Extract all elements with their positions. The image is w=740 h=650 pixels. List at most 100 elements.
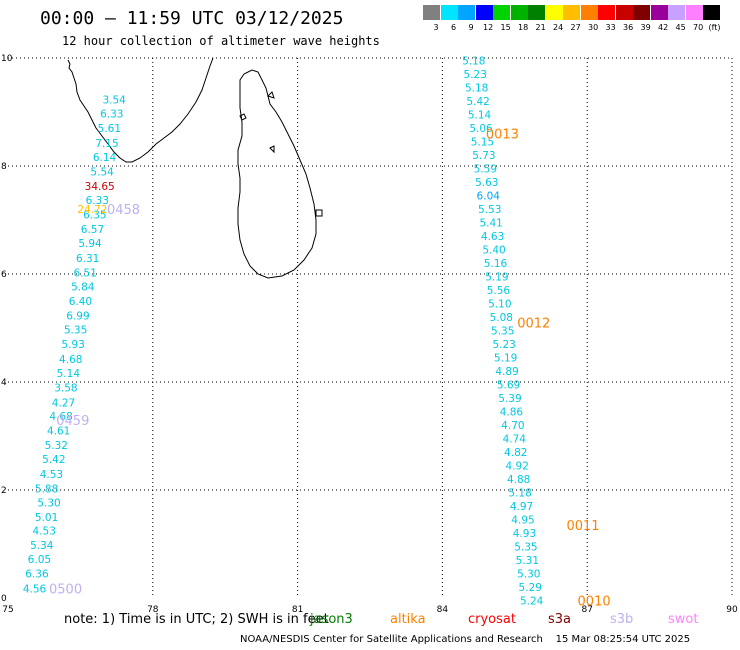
legend-swatch: [510, 5, 528, 20]
wave-height-value: 5.53: [478, 204, 501, 216]
x-tick-label: 75: [2, 605, 13, 615]
wave-height-value: 6.99: [66, 311, 89, 323]
bottom-note: note: 1) Time is in UTC; 2) SWH is in fe…: [64, 612, 329, 627]
legend-unit: (ft): [708, 23, 721, 32]
legend-label: 45: [675, 23, 686, 32]
pass-time-label: 0458: [107, 203, 140, 218]
wave-height-value: 5.14: [468, 110, 492, 122]
x-tick-label: 81: [292, 605, 303, 615]
wave-height-value: 5.35: [64, 325, 87, 337]
wave-height-value: 3.54: [102, 95, 126, 107]
legend-label: 3: [433, 23, 439, 32]
wave-height-value: 4.82: [504, 447, 527, 459]
pass-time-label: 0500: [49, 582, 82, 597]
axis-tick-labels: 75 78 81 84 87 90 0 2 4 6 8 10: [1, 54, 738, 615]
legend-label: 24: [553, 23, 564, 32]
y-tick-label: 6: [1, 270, 7, 280]
wave-height-value: 4.56: [23, 583, 47, 595]
wave-height-value: 5.14: [57, 368, 81, 380]
x-tick-label: 78: [147, 605, 159, 615]
legend-label: 30: [588, 23, 599, 32]
wave-height-value: 6.57: [81, 224, 104, 236]
satellite-label: swot: [668, 612, 699, 627]
y-tick-label: 8: [1, 162, 7, 172]
wave-height-value: 5.23: [492, 339, 515, 351]
wave-height-value: 4.89: [495, 366, 518, 378]
legend-swatch: [440, 5, 458, 20]
wave-height-value: 4.88: [507, 474, 530, 486]
wave-height-value: 5.31: [516, 555, 539, 567]
legend-label: 15: [500, 23, 511, 32]
wave-height-value: 24.72: [77, 204, 107, 216]
wave-height-value: 5.18: [465, 83, 488, 95]
wave-height-value: 5.59: [474, 164, 497, 176]
wave-height-value: 6.33: [100, 109, 123, 121]
wave-height-value: 5.93: [61, 339, 84, 351]
wave-height-value: 6.51: [74, 267, 97, 279]
wave-height-value: 4.53: [33, 526, 56, 538]
wave-height-value: 6.33: [86, 195, 109, 207]
wave-height-value: 34.65: [85, 181, 115, 193]
legend-label: 27: [570, 23, 581, 32]
wave-height-value: 5.23: [464, 69, 487, 81]
legend-swatch: [563, 5, 580, 20]
map-grid: [8, 57, 733, 598]
wave-height-value: 5.32: [45, 440, 68, 452]
wave-height-value: 4.86: [500, 407, 524, 419]
timestamp-text: 15 Mar 08:25:54 UTC 2025: [555, 634, 691, 645]
pass-time-label: 0012: [517, 317, 550, 332]
legend-label: 70: [693, 23, 704, 32]
legend-swatch: [650, 5, 668, 20]
wave-height-value: 5.18: [462, 56, 485, 68]
wave-height-value: 5.88: [35, 483, 58, 495]
wave-height-value: 6.36: [25, 569, 49, 581]
wave-height-value: 4.61: [47, 426, 70, 438]
wave-height-value: 5.34: [30, 540, 54, 552]
wave-height-value: 5.73: [472, 150, 495, 162]
india-coastline: [67, 57, 214, 163]
page-title: 00:00 — 11:59 UTC 03/12/2025: [40, 8, 344, 29]
island-shape: [315, 209, 323, 217]
wave-height-value: 4.95: [511, 515, 534, 527]
wave-height-value: 5.39: [498, 393, 521, 405]
wave-height-value: 5.30: [37, 497, 60, 509]
wave-height-value: 4.63: [481, 231, 504, 243]
y-tick-label: 0: [1, 594, 7, 604]
wave-height-value: 5.35: [514, 542, 537, 554]
wave-height-value: 5.35: [491, 326, 514, 338]
wave-height-value: 5.06: [469, 123, 493, 135]
wave-height-value: 5.24: [520, 596, 544, 608]
island-shape: [269, 145, 275, 154]
wave-height-value: 5.69: [497, 380, 520, 392]
wave-height-value: 5.61: [98, 123, 121, 135]
legend-swatch: [475, 5, 493, 20]
legend-label: 18: [518, 23, 529, 32]
wave-height-value: 5.30: [517, 569, 540, 581]
legend-label: 42: [658, 23, 669, 32]
satellite-label: s3b: [610, 612, 634, 627]
pass-time-label: 0010: [578, 595, 611, 610]
y-tick-label: 4: [1, 378, 7, 388]
wave-height-value: 4.68: [49, 411, 72, 423]
wave-height-value: 4.74: [503, 434, 527, 446]
wave-height-value: 5.41: [479, 218, 502, 230]
x-tick-label: 84: [437, 605, 449, 615]
island-shape: [239, 113, 247, 121]
legend-label: 36: [623, 23, 634, 32]
legend-swatch: [528, 5, 545, 20]
legend-swatch: [580, 5, 598, 20]
wave-height-value: 6.40: [69, 296, 92, 308]
satellite-label: jason3: [310, 612, 353, 627]
wave-height-value: 6.05: [28, 554, 51, 566]
wave-height-value: 5.42: [42, 454, 65, 466]
wave-height-value: 4.70: [501, 420, 524, 432]
wave-height-value: 5.19: [494, 353, 517, 365]
wave-height-value: 4.68: [59, 354, 82, 366]
wave-height-value: 5.15: [471, 137, 494, 149]
satellite-label: cryosat: [468, 612, 516, 627]
wave-height-value: 3.58: [54, 382, 77, 394]
wave-height-value: 5.63: [475, 177, 498, 189]
legend-label: 21: [535, 23, 546, 32]
wave-height-value: 5.40: [482, 245, 505, 257]
wave-height-value: 6.31: [76, 253, 99, 265]
